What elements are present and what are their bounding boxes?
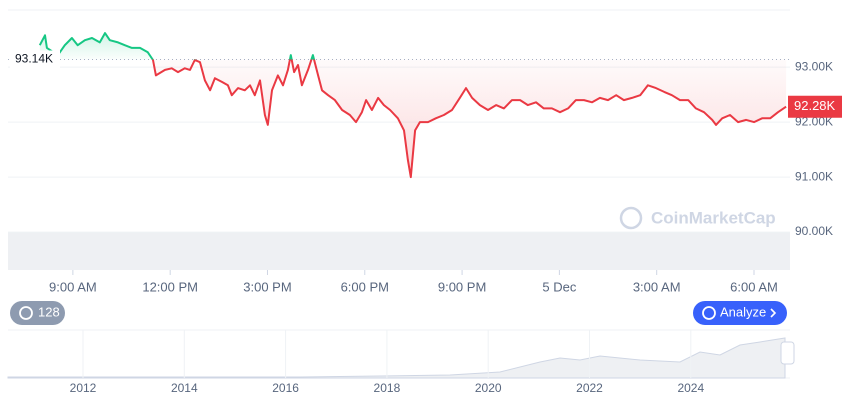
x-tick-label: 6:00 AM <box>730 279 778 294</box>
navigator: 2012 2014 2016 2018 2020 2022 2024 <box>7 329 795 395</box>
analyze-button[interactable]: Analyze <box>693 301 787 325</box>
area-fill <box>39 33 787 178</box>
analyze-label: Analyze <box>720 304 766 319</box>
navigator-year: 2020 <box>475 381 502 395</box>
navigator-year: 2024 <box>677 381 704 395</box>
x-tick-label: 3:00 AM <box>633 279 681 294</box>
navigator-year: 2016 <box>272 381 299 395</box>
navigator-year: 2018 <box>374 381 401 395</box>
y-tick-label: 92.00K <box>795 114 833 128</box>
volume-band <box>8 232 790 270</box>
navigator-year: 2014 <box>171 381 198 395</box>
navigator-year: 2012 <box>70 381 97 395</box>
x-tick-label: 6:00 PM <box>341 279 389 294</box>
y-tick-label: 93.00K <box>795 59 833 73</box>
history-button[interactable]: 128 <box>10 301 65 325</box>
navigator-area <box>7 337 786 379</box>
navigator-year: 2022 <box>576 381 603 395</box>
baseline-label-bg <box>10 50 60 69</box>
y-tick-label: 90.00K <box>795 224 833 238</box>
history-count: 128 <box>38 304 60 319</box>
x-tick-label: 5 Dec <box>542 279 576 294</box>
x-tick-label: 9:00 AM <box>49 279 97 294</box>
watermark-text: CoinMarketCap <box>651 208 776 227</box>
y-tick-label: 91.00K <box>795 169 833 183</box>
last-price-badge <box>788 95 842 118</box>
last-price-label: 92.28K <box>794 98 836 113</box>
navigator-handle[interactable] <box>780 341 795 365</box>
x-tick-label: 3:00 PM <box>243 279 291 294</box>
baseline-label: 93.14K <box>15 52 53 66</box>
x-tick-label: 12:00 PM <box>142 279 198 294</box>
price-line <box>38 32 787 179</box>
x-tick-label: 9:00 PM <box>438 279 486 294</box>
watermark: CoinMarketCap <box>619 206 776 230</box>
